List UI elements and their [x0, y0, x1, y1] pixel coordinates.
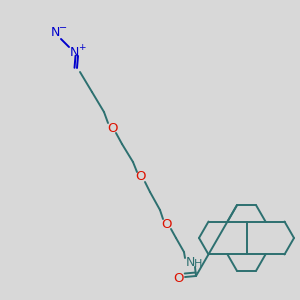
- Text: O: O: [136, 170, 146, 184]
- Text: −: −: [59, 23, 67, 33]
- Text: O: O: [173, 272, 183, 284]
- Text: O: O: [107, 122, 117, 134]
- Text: +: +: [78, 43, 86, 52]
- Text: O: O: [162, 218, 172, 230]
- Text: N: N: [185, 256, 195, 269]
- Text: N: N: [69, 46, 79, 59]
- Text: H: H: [194, 259, 202, 269]
- Text: N: N: [50, 26, 60, 40]
